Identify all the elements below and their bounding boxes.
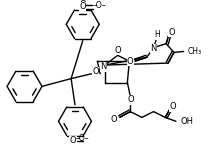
Text: O: O (128, 95, 135, 104)
Text: O: O (92, 67, 99, 76)
Text: N: N (100, 62, 106, 72)
Text: O: O (114, 46, 121, 55)
Text: –O–: –O– (76, 134, 90, 143)
Text: O: O (79, 2, 86, 11)
Text: O: O (70, 136, 76, 145)
Text: O: O (127, 57, 134, 66)
Text: H: H (155, 31, 160, 39)
Text: N: N (150, 44, 157, 53)
Text: O: O (110, 115, 117, 124)
Text: O: O (169, 28, 175, 36)
Text: OH: OH (181, 117, 194, 126)
Text: CH₃: CH₃ (187, 47, 202, 56)
Text: O: O (170, 102, 176, 111)
Text: –O–: –O– (92, 1, 106, 10)
Text: O: O (79, 0, 86, 9)
